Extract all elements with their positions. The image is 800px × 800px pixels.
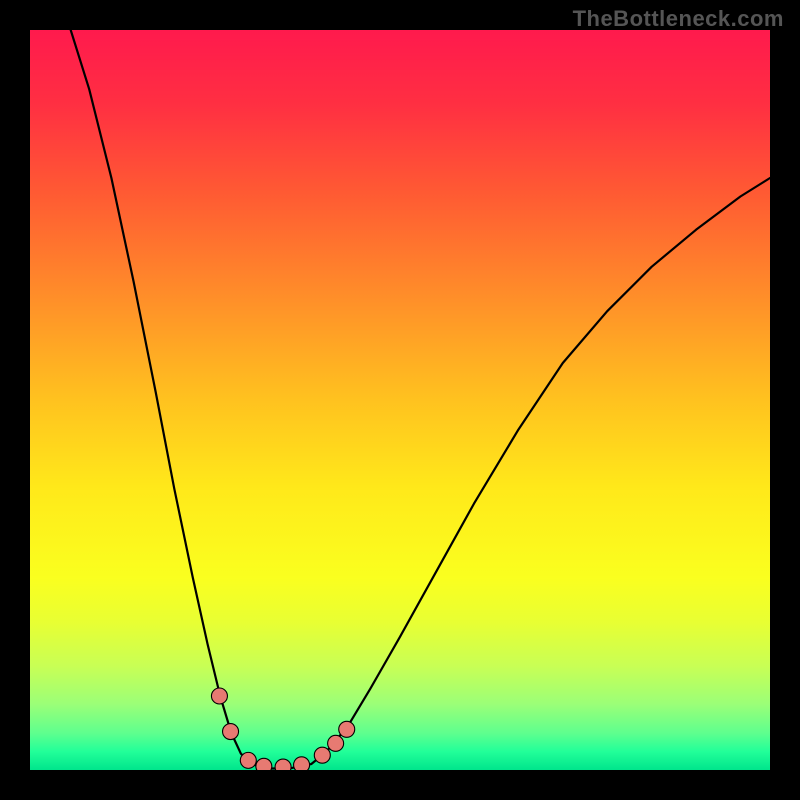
curve-marker (256, 758, 272, 770)
chart-plot-area (30, 30, 770, 770)
chart-svg (30, 30, 770, 770)
chart-background (30, 30, 770, 770)
curve-marker (275, 759, 291, 770)
curve-marker (328, 735, 344, 751)
curve-marker (223, 724, 239, 740)
watermark-text: TheBottleneck.com (573, 6, 784, 32)
curve-marker (211, 688, 227, 704)
curve-marker (314, 747, 330, 763)
curve-marker (240, 752, 256, 768)
curve-marker (339, 721, 355, 737)
curve-marker (294, 757, 310, 770)
